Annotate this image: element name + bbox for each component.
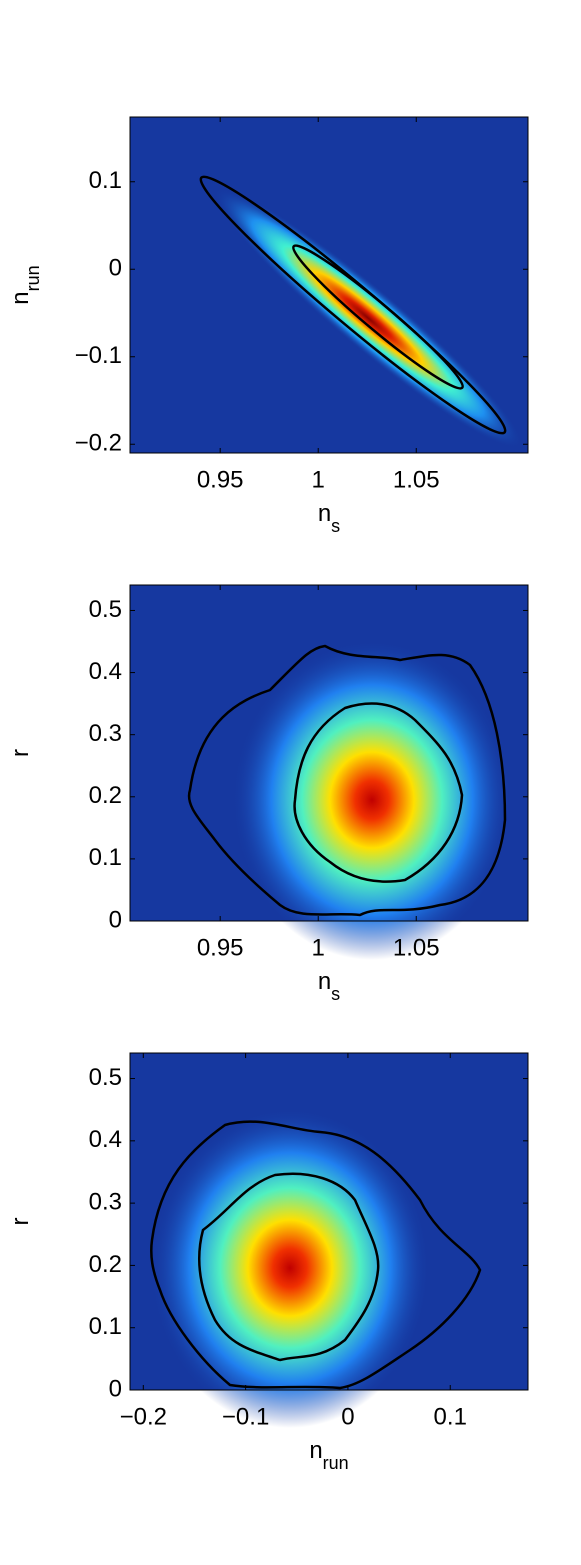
- x-tick-label: 0.95: [197, 466, 244, 493]
- y-axis-label-main: n: [7, 291, 34, 304]
- y-axis-label-sub: run: [23, 265, 43, 291]
- contour: [150, 1120, 482, 1390]
- x-tick-label: 0: [341, 1403, 354, 1430]
- x-axis-label-main: n: [309, 1437, 322, 1464]
- contour: [197, 1172, 380, 1362]
- density: [232, 640, 512, 960]
- y-tick-label: 0.2: [89, 1251, 122, 1278]
- x-tick-label: 1: [312, 466, 325, 493]
- y-tick-label: 0.1: [89, 844, 122, 871]
- x-tick-label: −0.2: [120, 1403, 167, 1430]
- contour: [292, 244, 464, 390]
- y-tick-label: 0.1: [89, 167, 122, 194]
- y-tick-label: 0.4: [89, 1126, 122, 1153]
- y-axis-label: r: [7, 749, 34, 757]
- y-tick-label: −0.1: [75, 342, 122, 369]
- x-tick-label: −0.1: [222, 1403, 269, 1430]
- y-axis-label-main: r: [7, 1218, 34, 1226]
- density: [150, 1108, 430, 1428]
- x-axis-label-main: n: [318, 500, 331, 527]
- x-axis-label: nrun: [309, 1437, 348, 1472]
- y-tick-label: 0.3: [89, 720, 122, 747]
- contour: [293, 702, 464, 883]
- x-axis-label: ns: [318, 968, 340, 1003]
- contour: [187, 644, 507, 917]
- x-axis-label-main: n: [318, 968, 331, 995]
- x-axis-label-sub: s: [331, 984, 340, 1004]
- x-tick-label: 0.1: [434, 1403, 467, 1430]
- x-tick-label: 0.95: [197, 934, 244, 961]
- y-tick-label: 0.5: [89, 1064, 122, 1091]
- y-tick-label: 0.2: [89, 782, 122, 809]
- frame: [129, 1052, 529, 1391]
- x-tick-label: 1.05: [393, 934, 440, 961]
- x-axis-label-sub: run: [323, 1453, 349, 1473]
- x-axis-label-sub: s: [331, 516, 340, 536]
- x-axis-label: ns: [318, 500, 340, 535]
- y-axis-label: r: [7, 1218, 34, 1226]
- y-tick-label: 0.3: [89, 1188, 122, 1215]
- y-tick-label: 0: [109, 1375, 122, 1402]
- y-axis-label-main: r: [7, 749, 34, 757]
- frame: [129, 584, 529, 922]
- y-tick-label: 0: [109, 255, 122, 282]
- y-tick-label: 0: [109, 906, 122, 933]
- x-tick-label: 1.05: [393, 466, 440, 493]
- y-axis-label: nrun: [7, 265, 42, 304]
- y-tick-label: 0.4: [89, 658, 122, 685]
- y-tick-label: −0.2: [75, 430, 122, 457]
- x-tick-label: 1: [312, 934, 325, 961]
- y-tick-label: 0.1: [89, 1313, 122, 1340]
- y-tick-label: 0.5: [89, 596, 122, 623]
- frame: [129, 116, 529, 454]
